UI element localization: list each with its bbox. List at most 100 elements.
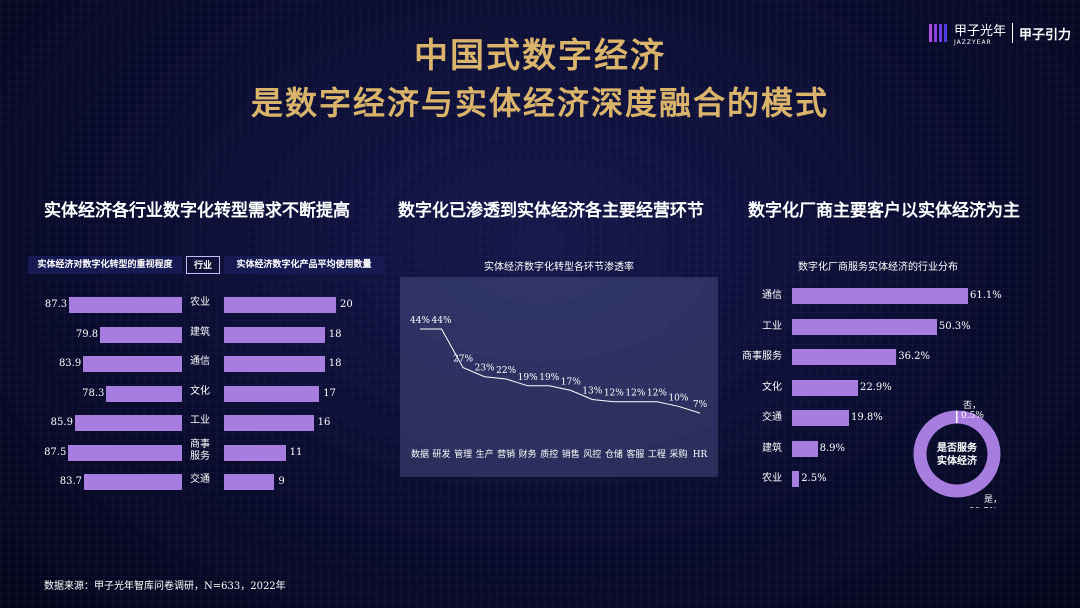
- industry-label: 商事 服务: [190, 438, 210, 462]
- right-col-header: 实体经济数字化产品平均使用数量: [224, 256, 384, 274]
- importance-bar: [69, 297, 182, 313]
- penetration-data-label: 23%: [475, 364, 495, 374]
- vendor-industry-label: 文化: [762, 381, 782, 393]
- stage-tick-label: 营销: [497, 448, 515, 460]
- importance-bar: [100, 326, 182, 343]
- vendor-industry-value-label: 61.1%: [970, 290, 1002, 301]
- vendor-industry-value-label: 50.3%: [938, 320, 971, 332]
- vendor-industry-value-label: 22.9%: [859, 381, 892, 393]
- donut-center-label-line1: 是否服务: [936, 441, 978, 454]
- right-section-title: 数字化厂商主要客户以实体经济为主: [748, 201, 1020, 221]
- vendor-industry-label: 商事服务: [742, 351, 782, 362]
- logo-subtext: JAZZYEAR: [954, 39, 992, 46]
- penetration-data-label: 44%: [410, 316, 430, 326]
- vendor-industry-value-label: 36.2%: [898, 351, 931, 362]
- stage-tick-label: HR: [693, 450, 708, 460]
- donut-center-label-line2: 实体经济: [937, 454, 978, 467]
- product-count-bar: [224, 297, 336, 313]
- penetration-data-label: 17%: [561, 377, 581, 387]
- product-count-value-label: 20: [340, 299, 353, 310]
- vendor-industry-bar: [792, 440, 818, 457]
- importance-bar: [84, 474, 182, 490]
- product-count-value-label: 9: [278, 476, 285, 487]
- product-count-value-label: 18: [328, 328, 342, 340]
- vendor-industry-bar: [792, 471, 800, 487]
- importance-value-label: 87.3: [44, 299, 68, 310]
- product-count-bar: [224, 326, 325, 343]
- penetration-data-label: 44%: [432, 316, 452, 326]
- product-count-bar: [224, 415, 314, 431]
- stage-tick-label: 客服: [626, 448, 644, 460]
- stage-tick-label: 采购: [669, 448, 687, 460]
- penetration-data-label: 22%: [496, 366, 516, 376]
- vendor-industry-label: 工业: [762, 320, 782, 332]
- product-count-value-label: 16: [317, 417, 331, 428]
- penetration-data-label: 19%: [539, 373, 559, 383]
- product-count-bar: [224, 385, 320, 402]
- importance-bar: [106, 385, 182, 402]
- donut-no-category-label: 否，: [963, 400, 981, 411]
- penetration-series-line: [420, 328, 701, 414]
- vendor-industry-label: 农业: [762, 473, 782, 484]
- vendor-industry-label: 通信: [762, 290, 782, 301]
- mid-col-header: 行业: [186, 256, 220, 274]
- importance-value-label: 79.8: [75, 328, 99, 340]
- product-count-bar: [224, 356, 325, 372]
- penetration-data-label: 10%: [668, 393, 688, 403]
- importance-value-label: 78.3: [82, 387, 105, 399]
- penetration-panel: [400, 277, 718, 477]
- stage-tick-label: 质控: [540, 448, 558, 460]
- importance-value-label: 85.9: [50, 417, 73, 428]
- stage-tick-label: 生产: [476, 448, 494, 460]
- penetration-data-label: 27%: [453, 355, 473, 365]
- stage-tick-label: 销售: [562, 448, 580, 460]
- industry-label: 文化: [190, 385, 210, 397]
- industry-label: 建筑: [190, 326, 210, 338]
- left-section-title: 实体经济各行业数字化转型需求不断提高: [44, 201, 350, 221]
- penetration-data-label: 13%: [582, 386, 602, 396]
- page-subtitle: 是数字经济与实体经济深度融合的模式: [250, 84, 829, 122]
- penetration-data-label: 7%: [693, 400, 708, 410]
- stage-tick-label: 财务: [519, 448, 537, 460]
- penetration-data-label: 19%: [518, 373, 538, 383]
- vendor-industry-bar: [792, 379, 858, 396]
- vendor-industry-value-label: 8.9%: [819, 442, 846, 454]
- brand-logo: 甲子光年 JAZZYEAR 甲子引力: [928, 20, 1071, 46]
- vendor-industry-bar: [792, 349, 897, 365]
- vendor-industry-label: 交通: [762, 412, 782, 423]
- importance-value-label: 83.7: [59, 476, 83, 487]
- vendor-industry-value-label: 19.8%: [851, 412, 883, 423]
- logo-text: 甲子光年: [954, 24, 1007, 39]
- importance-value-label: 83.9: [58, 358, 82, 369]
- product-count-value-label: 18: [328, 358, 342, 369]
- penetration-data-label: 12%: [604, 389, 624, 399]
- donut-no-value-label: 0.5%: [961, 411, 984, 421]
- logo-mark-icon: [929, 24, 947, 42]
- middle-section-title: 数字化已渗透到实体经济各主要经营环节: [398, 201, 704, 221]
- product-count-bar: [224, 444, 286, 461]
- stage-tick-label: 工程: [648, 449, 666, 460]
- stage-tick-label: 管理: [454, 448, 472, 460]
- vendor-industry-label: 建筑: [762, 442, 782, 454]
- penetration-line-chart: 44% 数据 44% 研发 27% 管理 23% 生产 22% 营销 19% 财务 19% 质控 17% 销售…: [410, 316, 708, 460]
- industry-label: 工业: [190, 415, 210, 426]
- industry-label: 交通: [190, 474, 210, 485]
- penetration-data-label: 12%: [647, 389, 667, 399]
- donut-yes-category-label: 是，: [984, 494, 1002, 505]
- product-count-bar: [224, 474, 275, 490]
- middle-chart-title: 实体经济数字化转型各环节渗透率: [484, 262, 634, 273]
- importance-bar: [68, 444, 182, 461]
- importance-bar: [83, 356, 182, 372]
- vendor-industry-value-label: 2.5%: [801, 473, 827, 484]
- vendor-industry-bar: [792, 288, 968, 304]
- stage-tick-label: 仓储: [605, 448, 623, 460]
- product-count-value-label: 17: [323, 387, 336, 399]
- donut-yes-value-label: 99.5%: [969, 507, 998, 508]
- data-source: 数据来源：甲子光年智库问卷调研，N=633，2022年: [44, 581, 286, 592]
- stage-tick-label: 研发: [433, 448, 451, 460]
- product-count-value-label: 11: [289, 446, 303, 458]
- page-title: 中国式数字经济: [414, 36, 666, 76]
- logo-right-text: 甲子引力: [1019, 27, 1072, 43]
- stage-tick-label: 数据: [411, 448, 429, 460]
